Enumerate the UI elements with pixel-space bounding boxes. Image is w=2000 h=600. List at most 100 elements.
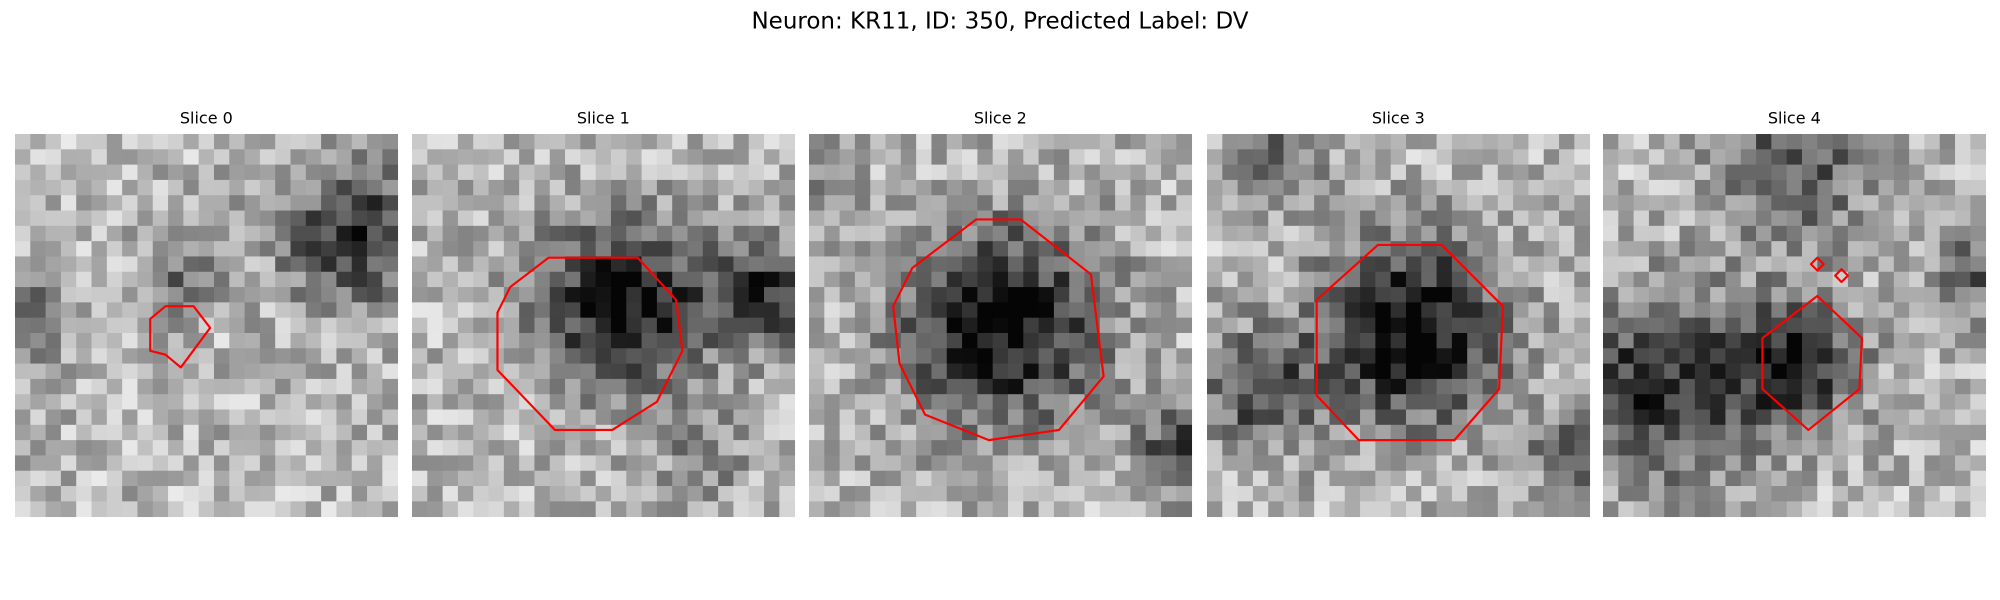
pixel	[60, 424, 77, 441]
pixel	[534, 394, 551, 410]
pixel	[1298, 363, 1315, 380]
pixel	[1421, 363, 1437, 380]
pixel	[1863, 424, 1879, 441]
pixel	[1679, 134, 1696, 150]
pixel	[1375, 317, 1392, 334]
pixel	[1863, 470, 1879, 487]
pixel	[1436, 256, 1453, 273]
pixel	[733, 501, 750, 518]
pixel	[1756, 501, 1772, 518]
pixel	[1740, 317, 1757, 334]
pixel	[595, 348, 612, 364]
pixel	[213, 271, 230, 288]
pixel	[885, 149, 902, 165]
pixel	[442, 424, 459, 441]
pixel	[839, 195, 856, 211]
pixel	[854, 134, 871, 150]
pixel	[1007, 256, 1024, 273]
pixel	[1832, 501, 1849, 518]
pixel	[519, 225, 535, 242]
pixel	[1664, 149, 1680, 165]
pixel	[900, 241, 917, 257]
pixel	[367, 271, 383, 288]
pixel	[900, 455, 917, 472]
pixel	[1115, 424, 1131, 441]
pixel	[1618, 195, 1634, 211]
pixel	[1237, 501, 1254, 518]
pixel	[1467, 164, 1483, 181]
pixel	[1314, 210, 1330, 227]
pixel	[229, 394, 245, 410]
pixel	[1344, 225, 1361, 242]
pixel	[76, 149, 92, 165]
pixel	[839, 287, 856, 303]
pixel	[992, 409, 1009, 426]
pixel	[60, 440, 77, 456]
pixel	[137, 241, 154, 257]
pixel	[60, 134, 77, 150]
pixel	[1145, 348, 1162, 364]
pixel	[1099, 317, 1116, 334]
pixel	[1559, 179, 1575, 196]
pixel	[1314, 332, 1330, 349]
pixel	[1482, 134, 1499, 150]
pixel	[1664, 455, 1680, 472]
pixel	[442, 486, 459, 502]
pixel	[1817, 179, 1833, 196]
pixel	[351, 332, 368, 349]
pixel	[1344, 302, 1361, 319]
pixel	[992, 302, 1009, 319]
pixel	[748, 424, 765, 441]
pixel	[1360, 287, 1376, 303]
pixel	[1329, 440, 1346, 456]
pixel	[275, 486, 291, 502]
pixel	[1237, 455, 1254, 472]
pixel	[916, 470, 932, 487]
pixel	[595, 440, 612, 456]
pixel	[488, 486, 505, 502]
pixel	[839, 378, 856, 395]
pixel	[809, 486, 825, 502]
pixel	[60, 332, 77, 349]
pixel	[1543, 195, 1560, 211]
pixel	[1939, 134, 1956, 150]
pixel	[1207, 195, 1223, 211]
pixel	[76, 317, 92, 334]
pixel	[565, 486, 581, 502]
pixel	[992, 501, 1009, 518]
pixel	[1648, 409, 1665, 426]
pixel	[1283, 225, 1300, 242]
pixel	[992, 271, 1009, 288]
pixel	[1939, 317, 1956, 334]
pixel	[367, 348, 383, 364]
pixel	[336, 363, 353, 380]
pixel	[1817, 134, 1833, 150]
pixel	[1603, 363, 1619, 380]
pixel	[1130, 332, 1147, 349]
pixel	[1694, 225, 1711, 242]
pixel	[626, 287, 642, 303]
pixel	[1603, 455, 1619, 472]
pixel	[1298, 179, 1315, 196]
pixel	[1543, 486, 1560, 502]
pixel	[1145, 287, 1162, 303]
pixel	[1130, 394, 1147, 410]
pixel	[748, 256, 765, 273]
pixel	[1618, 440, 1634, 456]
pixel	[1375, 486, 1392, 502]
pixel	[809, 409, 825, 426]
pixel	[641, 164, 658, 181]
pixel	[1528, 195, 1545, 211]
pixel	[580, 225, 597, 242]
pixel	[885, 409, 902, 426]
pixel	[427, 256, 443, 273]
pixel	[916, 409, 932, 426]
pixel	[702, 501, 719, 518]
pixel	[687, 241, 704, 257]
pixel	[1038, 256, 1055, 273]
pixel	[1237, 134, 1254, 150]
pixel	[1924, 164, 1941, 181]
pixel	[1817, 271, 1833, 288]
pixel	[672, 470, 688, 487]
pixel	[442, 455, 459, 472]
